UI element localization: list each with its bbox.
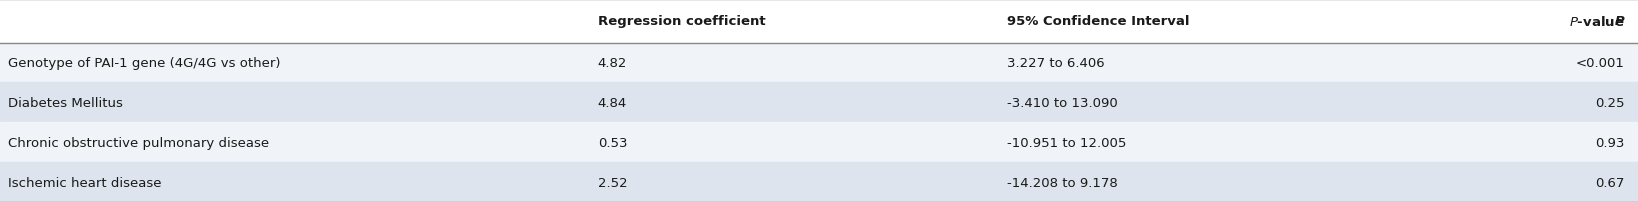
Bar (0, 162, 1638, 202)
Bar (0, 43, 1638, 83)
Text: $\it{P}$-value: $\it{P}$-value (1569, 15, 1625, 29)
Text: P-value: P-value (1569, 15, 1625, 28)
Text: -10.951 to 12.005: -10.951 to 12.005 (1007, 136, 1127, 149)
Text: Regression coefficient: Regression coefficient (598, 15, 765, 28)
Text: 3.227 to 6.406: 3.227 to 6.406 (1007, 57, 1106, 70)
Text: 0.67: 0.67 (1595, 176, 1625, 189)
Bar (0, 83, 1638, 123)
Text: -14.208 to 9.178: -14.208 to 9.178 (1007, 176, 1119, 189)
Text: 0.93: 0.93 (1595, 136, 1625, 149)
Text: 4.84: 4.84 (598, 96, 627, 109)
Text: Diabetes Mellitus: Diabetes Mellitus (8, 96, 123, 109)
Text: Chronic obstructive pulmonary disease: Chronic obstructive pulmonary disease (8, 136, 269, 149)
Text: Genotype of PAI-1 gene (4G/4G vs other): Genotype of PAI-1 gene (4G/4G vs other) (8, 57, 280, 70)
Text: <0.001: <0.001 (1576, 57, 1625, 70)
Text: 0.53: 0.53 (598, 136, 627, 149)
Text: 95% Confidence Interval: 95% Confidence Interval (1007, 15, 1189, 28)
Text: -3.410 to 13.090: -3.410 to 13.090 (1007, 96, 1119, 109)
Text: Ischemic heart disease: Ischemic heart disease (8, 176, 162, 189)
Bar (0, 0, 1638, 43)
Bar (0, 123, 1638, 162)
Text: P: P (1615, 15, 1625, 28)
Text: 0.25: 0.25 (1595, 96, 1625, 109)
Text: 2.52: 2.52 (598, 176, 627, 189)
Text: 4.82: 4.82 (598, 57, 627, 70)
